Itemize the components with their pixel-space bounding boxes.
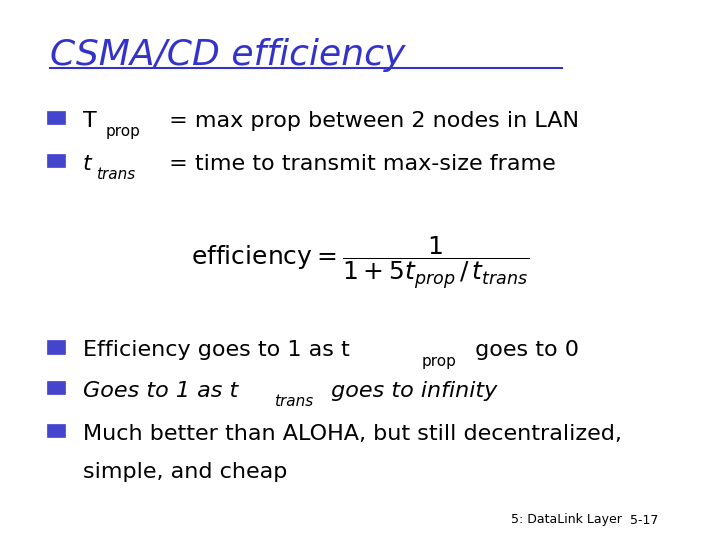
Bar [47, 340, 65, 354]
Text: $\mathrm{efficiency} = \dfrac{1}{1+5t_{prop}\,/\,t_{trans}}$: $\mathrm{efficiency} = \dfrac{1}{1+5t_{p… [191, 235, 529, 292]
Text: 5: DataLink Layer: 5: DataLink Layer [511, 514, 622, 526]
Text: simple, and cheap: simple, and cheap [83, 462, 287, 482]
Text: trans: trans [96, 167, 135, 183]
Text: CSMA/CD efficiency: CSMA/CD efficiency [50, 38, 406, 72]
Text: prop: prop [421, 354, 456, 369]
Text: 5-17: 5-17 [630, 514, 658, 526]
Text: goes to 0: goes to 0 [468, 340, 579, 360]
Bar [47, 424, 65, 437]
Bar [47, 381, 65, 394]
Bar [47, 111, 65, 124]
Text: prop: prop [106, 124, 140, 139]
Text: Much better than ALOHA, but still decentralized,: Much better than ALOHA, but still decent… [83, 424, 621, 444]
Text: goes to infinity: goes to infinity [324, 381, 498, 401]
Text: = time to transmit max-size frame: = time to transmit max-size frame [162, 154, 556, 174]
Text: t: t [83, 154, 91, 174]
Text: T: T [83, 111, 96, 131]
Text: = max prop between 2 nodes in LAN: = max prop between 2 nodes in LAN [162, 111, 579, 131]
Text: Efficiency goes to 1 as t: Efficiency goes to 1 as t [83, 340, 349, 360]
Bar [47, 154, 65, 167]
Text: trans: trans [274, 394, 313, 409]
Text: Goes to 1 as t: Goes to 1 as t [83, 381, 238, 401]
